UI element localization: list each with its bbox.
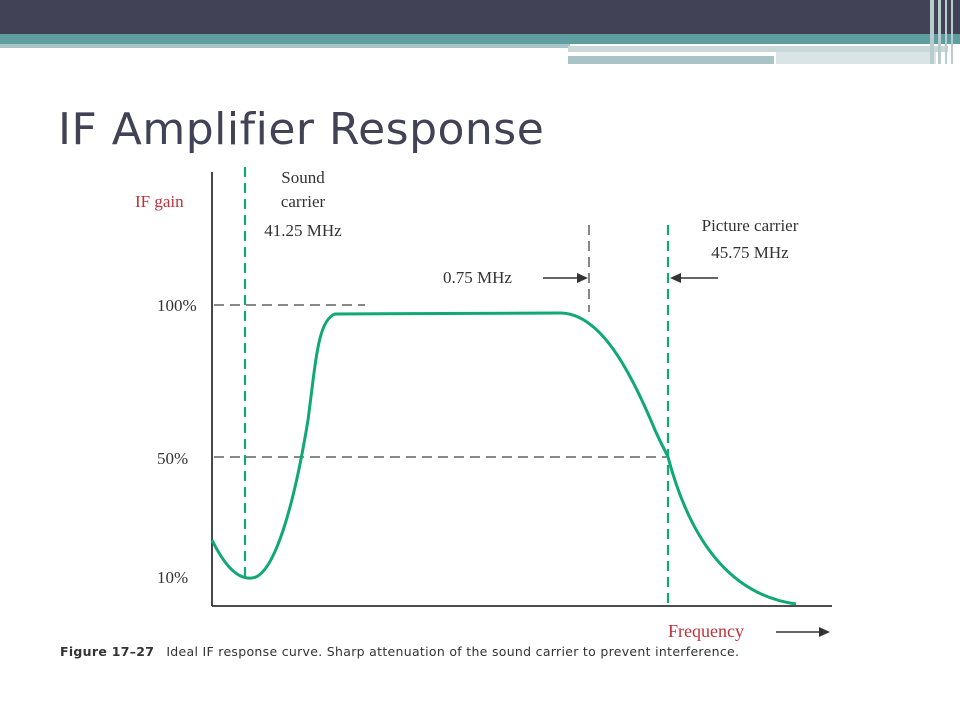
- accent-stripe-right: [568, 46, 948, 52]
- picture-carrier-label-line1: Picture carrier: [702, 216, 799, 235]
- decor-strip: [951, 0, 953, 64]
- accent-stripe-lower: [568, 56, 774, 64]
- picture-carrier-label-line2: 45.75 MHz: [711, 243, 789, 262]
- accent-bar: [0, 34, 960, 44]
- figure-caption-text: Ideal IF response curve. Sharp attenuati…: [166, 644, 740, 659]
- figure-number: Figure 17–27: [60, 644, 155, 659]
- bandwidth-label: 0.75 MHz: [443, 268, 512, 287]
- sound-carrier-label-line3: 41.25 MHz: [264, 221, 342, 240]
- header-bar: [0, 0, 960, 34]
- accent-stripe-fade: [776, 52, 936, 64]
- x-axis-label: Frequency: [668, 621, 744, 641]
- accent-stripe-left: [0, 44, 570, 48]
- y-tick-label: 10%: [157, 568, 188, 587]
- decor-strip: [938, 0, 941, 64]
- slide-title: IF Amplifier Response: [58, 104, 545, 155]
- y-tick-label: 50%: [157, 449, 188, 468]
- decor-strip: [930, 0, 934, 64]
- response-curve: [210, 311, 797, 606]
- arrowhead-icon: [577, 273, 588, 283]
- y-axis-label: IF gain: [135, 192, 184, 211]
- decor-strip: [945, 0, 947, 64]
- sound-carrier-label-line2: carrier: [281, 192, 326, 211]
- figure-caption: Figure 17–27 Ideal IF response curve. Sha…: [60, 644, 739, 659]
- arrowhead-icon: [670, 273, 681, 283]
- arrowhead-icon: [819, 627, 830, 637]
- y-tick-label: 100%: [157, 296, 197, 315]
- sound-carrier-label-line1: Sound: [281, 168, 325, 187]
